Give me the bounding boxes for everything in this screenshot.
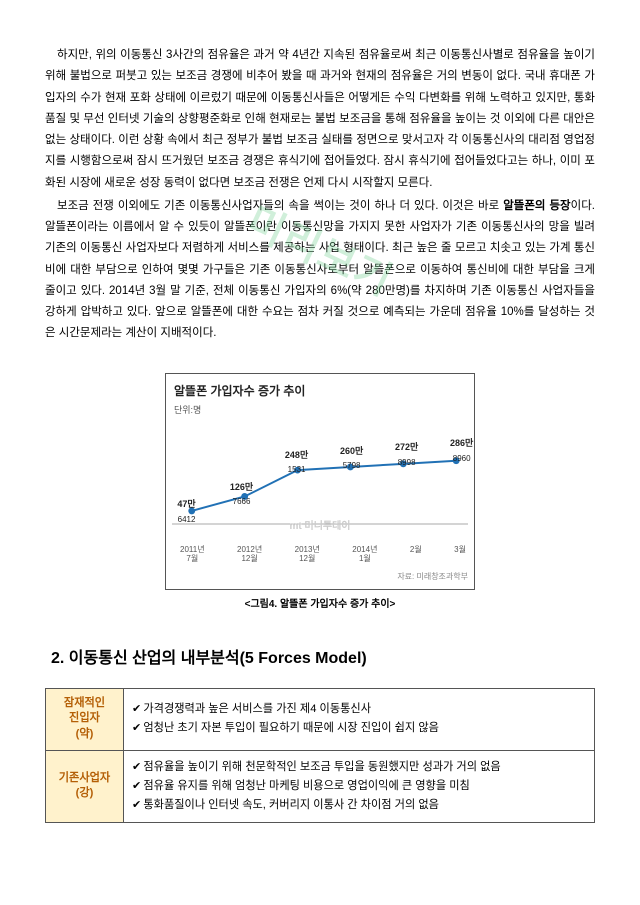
- check-icon: [132, 703, 143, 715]
- xaxis-label: 2월: [410, 545, 422, 564]
- check-icon: [132, 780, 143, 792]
- table-row: 잠재적인진입자(약)가격경쟁력과 높은 서비스를 가진 제4 이동통신사엄청난 …: [46, 688, 595, 750]
- check-icon: [132, 799, 143, 811]
- chart-body: 47만6412126만7666248만1531260만5798272만89982…: [166, 423, 474, 543]
- section-2-heading: 2. 이동통신 산업의 내부분석(5 Forces Model): [51, 644, 595, 674]
- para2-part-c: 이다. 알뜰폰이라는 이름에서 알 수 있듯이 알뜰폰이란 이동통신망을 가지지…: [45, 200, 595, 340]
- five-forces-table: 잠재적인진입자(약)가격경쟁력과 높은 서비스를 가진 제4 이동통신사엄청난 …: [45, 688, 595, 823]
- chart-unit: 단위:명: [166, 402, 474, 423]
- chart-point-label: 272만8998: [387, 439, 427, 470]
- chart-container: 알뜰폰 가입자수 증가 추이 단위:명 47만6412 126만7666 248만1…: [45, 373, 595, 614]
- chart-xaxis: 2011년7월 2012년12월 2013년12월 2014년1월 2월 3월: [166, 543, 474, 568]
- check-icon: [132, 761, 143, 773]
- force-name: 기존사업자(강): [46, 750, 124, 822]
- chart-point-label: 286만8960: [442, 435, 482, 466]
- chart-point-label: 248만1531: [277, 447, 317, 478]
- xaxis-label: 2013년12월: [295, 545, 320, 564]
- chart-point-label: 47만6412: [167, 496, 207, 527]
- xaxis-label: 2011년7월: [180, 545, 205, 564]
- force-name: 잠재적인진입자(약): [46, 688, 124, 750]
- para2-bold: 알뜰폰의 등장: [503, 200, 570, 212]
- paragraph-2: 보조금 전쟁 이외에도 기존 이동통신사업자들의 속을 썩이는 것이 하나 더 …: [45, 196, 595, 345]
- force-items: 가격경쟁력과 높은 서비스를 가진 제4 이동통신사엄청난 초기 자본 투입이 …: [124, 688, 595, 750]
- xaxis-label: 2014년1월: [352, 545, 377, 564]
- xaxis-label: 2012년12월: [237, 545, 262, 564]
- xaxis-label: 3월: [454, 545, 466, 564]
- table-row: 기존사업자(강)점유율을 높이기 위해 천문학적인 보조금 투입을 동원했지만 …: [46, 750, 595, 822]
- force-items: 점유율을 높이기 위해 천문학적인 보조금 투입을 동원했지만 성과가 거의 없…: [124, 750, 595, 822]
- para2-part-a: 보조금 전쟁 이외에도 기존 이동통신사업자들의 속을 썩이는 것이 하나 더 …: [57, 200, 503, 212]
- paragraph-1: 하지만, 위의 이동통신 3사간의 점유율은 과거 약 4년간 지속된 점유율로…: [45, 45, 595, 194]
- chart-title: 알뜰폰 가입자수 증가 추이: [166, 374, 474, 402]
- mvno-chart: 알뜰폰 가입자수 증가 추이 단위:명 47만6412 126만7666 248만1…: [165, 373, 475, 590]
- check-icon: [132, 722, 143, 734]
- figure-caption: <그림4. 알뜰폰 가입자수 증가 추이>: [45, 596, 595, 615]
- chart-point-label: 260만5798: [332, 443, 372, 474]
- chart-point-label: 126만7666: [222, 479, 262, 510]
- chart-source: 자료: 미래창조과학부: [166, 568, 474, 589]
